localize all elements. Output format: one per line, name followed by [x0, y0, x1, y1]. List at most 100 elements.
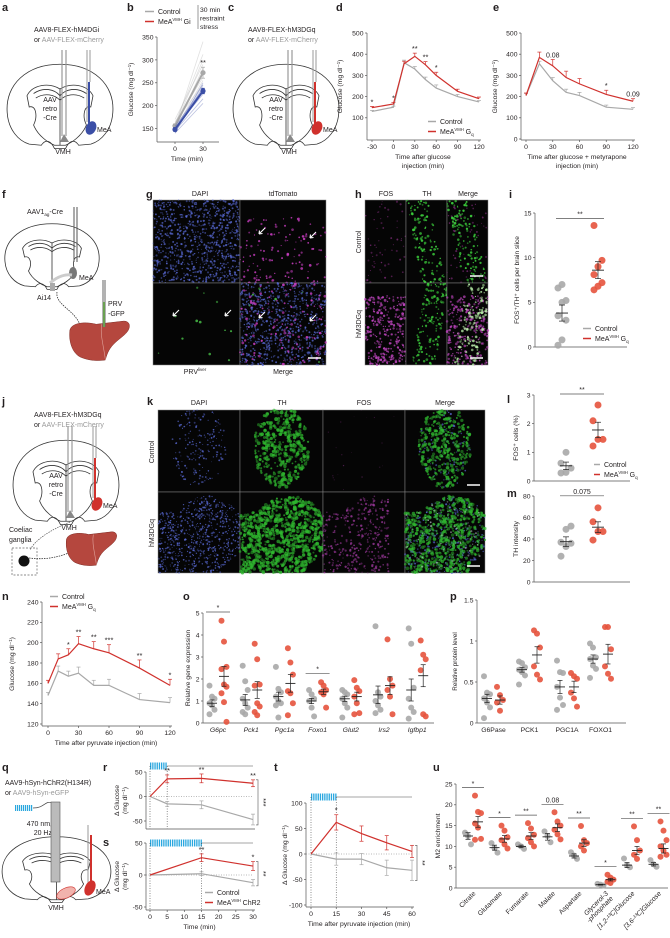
cell	[378, 308, 381, 312]
cell	[246, 317, 248, 320]
cell	[433, 321, 435, 323]
cell	[368, 355, 370, 358]
cell	[165, 262, 168, 265]
y-tick-label: 0	[528, 344, 532, 351]
cell	[293, 440, 296, 442]
cell	[227, 266, 229, 269]
cell	[212, 232, 215, 235]
cell	[162, 216, 165, 218]
cell	[215, 498, 217, 501]
cell	[164, 570, 167, 572]
cell	[214, 266, 216, 268]
cell	[479, 314, 481, 317]
cell	[278, 456, 282, 460]
cell	[285, 293, 288, 296]
cell	[447, 411, 450, 414]
cell	[280, 342, 282, 344]
cell	[247, 284, 250, 286]
cell	[275, 434, 278, 437]
cell	[426, 215, 428, 217]
cell	[313, 337, 316, 339]
cell	[191, 229, 194, 232]
cell	[295, 315, 297, 317]
cell	[234, 554, 236, 557]
cell	[286, 354, 289, 357]
cell	[458, 255, 461, 258]
cell	[236, 546, 238, 549]
cell	[302, 458, 306, 462]
cell	[263, 451, 267, 455]
cell	[274, 339, 277, 342]
cell	[271, 359, 274, 362]
cell	[475, 316, 478, 319]
cell	[203, 534, 205, 536]
cell	[216, 201, 219, 203]
cell	[216, 277, 219, 279]
cell	[230, 236, 233, 240]
cell	[389, 307, 392, 310]
cell	[300, 292, 303, 295]
cell	[253, 293, 256, 295]
cell	[159, 233, 162, 235]
legend-entry: MeAVMH Gq	[595, 334, 629, 344]
cell	[452, 309, 455, 312]
cell	[211, 271, 213, 273]
cell	[436, 481, 440, 485]
cell	[312, 300, 315, 303]
cell	[400, 239, 403, 242]
cell	[466, 449, 469, 452]
cell	[212, 279, 215, 282]
cell	[262, 332, 264, 334]
cell	[473, 321, 476, 325]
cell	[197, 435, 199, 437]
cell	[161, 241, 163, 243]
cell	[157, 249, 159, 251]
cell	[486, 321, 489, 324]
cell	[180, 523, 182, 525]
cell	[238, 523, 240, 526]
cell	[164, 524, 166, 527]
cell	[378, 297, 381, 300]
cell	[399, 354, 402, 357]
cell	[435, 324, 438, 327]
cell	[213, 260, 215, 262]
cell	[215, 513, 217, 515]
cell	[200, 508, 203, 511]
cell	[300, 318, 303, 321]
cell	[437, 421, 441, 425]
cell	[213, 226, 216, 230]
cell	[299, 320, 302, 323]
cell	[241, 361, 243, 363]
cell	[398, 356, 402, 360]
cell	[471, 292, 474, 294]
cell	[305, 335, 309, 339]
cell	[171, 248, 174, 250]
cell	[286, 283, 289, 286]
cell	[430, 447, 433, 450]
cell	[164, 279, 167, 281]
cell	[472, 261, 474, 264]
cell	[207, 276, 210, 279]
cell	[284, 310, 287, 312]
cell	[257, 310, 260, 312]
cell	[239, 351, 241, 354]
cell	[215, 251, 217, 253]
cell	[429, 467, 432, 471]
cell	[200, 233, 202, 235]
cell	[307, 359, 310, 362]
cell	[289, 335, 292, 338]
cell	[238, 521, 240, 523]
cell	[254, 455, 259, 459]
cell	[391, 323, 394, 326]
cell	[210, 437, 213, 439]
cell	[448, 442, 450, 445]
cell	[379, 343, 382, 346]
cell	[160, 199, 162, 201]
cell	[258, 354, 261, 358]
cell	[219, 267, 222, 269]
cell	[332, 477, 334, 479]
cell	[484, 313, 487, 317]
cell	[256, 277, 258, 279]
cell	[456, 224, 459, 227]
cell	[456, 462, 460, 466]
